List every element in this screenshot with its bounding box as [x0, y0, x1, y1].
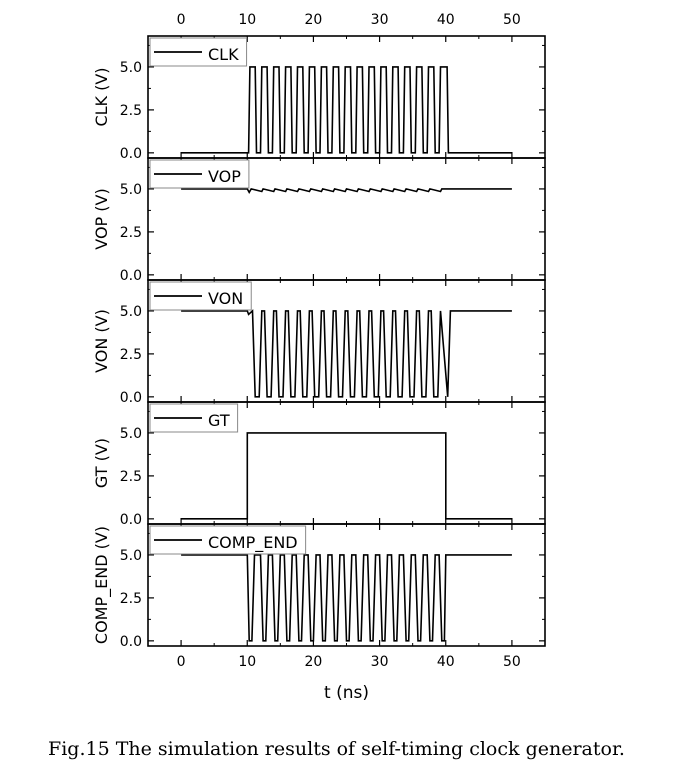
panel-3: 0.0 2.5 5.0 VON (V) VON [92, 279, 546, 406]
x-tick-label-top: 0 [177, 12, 186, 28]
series-line-clk [181, 66, 512, 154]
x-tick-label: 10 [238, 654, 256, 670]
series-line-comp_end [181, 554, 512, 642]
y-tick-label: 0.0 [120, 634, 142, 650]
y-tick-label: 0.0 [120, 390, 142, 406]
series-line-vop [181, 187, 512, 195]
legend: CLK [149, 37, 248, 67]
y-tick-label: 2.5 [120, 347, 142, 363]
series-line-von [181, 309, 512, 398]
y-tick-label: 0.0 [120, 146, 142, 162]
y-tick-label: 0.0 [120, 512, 142, 528]
y-axis-label: VOP (V) [92, 188, 111, 249]
y-tick-label: 0.0 [120, 268, 142, 284]
y-tick-label: 5.0 [120, 426, 142, 442]
legend-label: VON [208, 289, 243, 308]
y-tick-label: 5.0 [120, 60, 142, 76]
x-axis-label: t (ns) [324, 683, 369, 703]
y-axis-label: VON (V) [92, 309, 111, 373]
x-tick-label-top: 10 [238, 12, 256, 28]
y-axis-label: COMP_END (V) [92, 526, 112, 644]
y-tick-label: 5.0 [120, 548, 142, 564]
x-tick-label: 0 [177, 654, 186, 670]
x-tick-label-top: 40 [437, 12, 455, 28]
legend: VOP [149, 159, 250, 189]
x-tick-label-top: 30 [371, 12, 389, 28]
legend: VON [149, 281, 252, 311]
x-tick-label: 50 [503, 654, 521, 670]
series-line-gt [181, 432, 512, 520]
x-tick-label-top: 50 [503, 12, 521, 28]
panel-4: 0.0 2.5 5.0 GT (V) GT [92, 401, 546, 528]
x-tick-label-top: 20 [305, 12, 323, 28]
x-tick-label: 40 [437, 654, 455, 670]
y-tick-label: 5.0 [120, 304, 142, 320]
y-tick-label: 2.5 [120, 591, 142, 607]
y-axis-label: GT (V) [92, 438, 111, 488]
x-tick-label: 20 [305, 654, 323, 670]
legend: COMP_END [149, 525, 307, 555]
legend: GT [149, 403, 239, 433]
y-axis-label: CLK (V) [92, 67, 111, 126]
x-tick-label: 30 [371, 654, 389, 670]
legend-label: CLK [208, 45, 239, 64]
legend-label: VOP [208, 167, 241, 186]
panel-1: 0.0 2.5 5.0 CLK (V) CLK [92, 35, 546, 162]
panel-2: 0.0 2.5 5.0 VOP (V) VOP [92, 157, 546, 284]
y-tick-label: 5.0 [120, 182, 142, 198]
y-tick-label: 2.5 [120, 103, 142, 119]
panel-5: 0.0 2.5 5.0 COMP_END (V) COMP_END [92, 523, 546, 650]
legend-label: GT [208, 411, 230, 430]
legend-label: COMP_END [208, 533, 298, 553]
y-tick-label: 2.5 [120, 225, 142, 241]
figure-caption: Fig.15 The simulation results of self-ti… [48, 738, 625, 760]
y-tick-label: 2.5 [120, 469, 142, 485]
